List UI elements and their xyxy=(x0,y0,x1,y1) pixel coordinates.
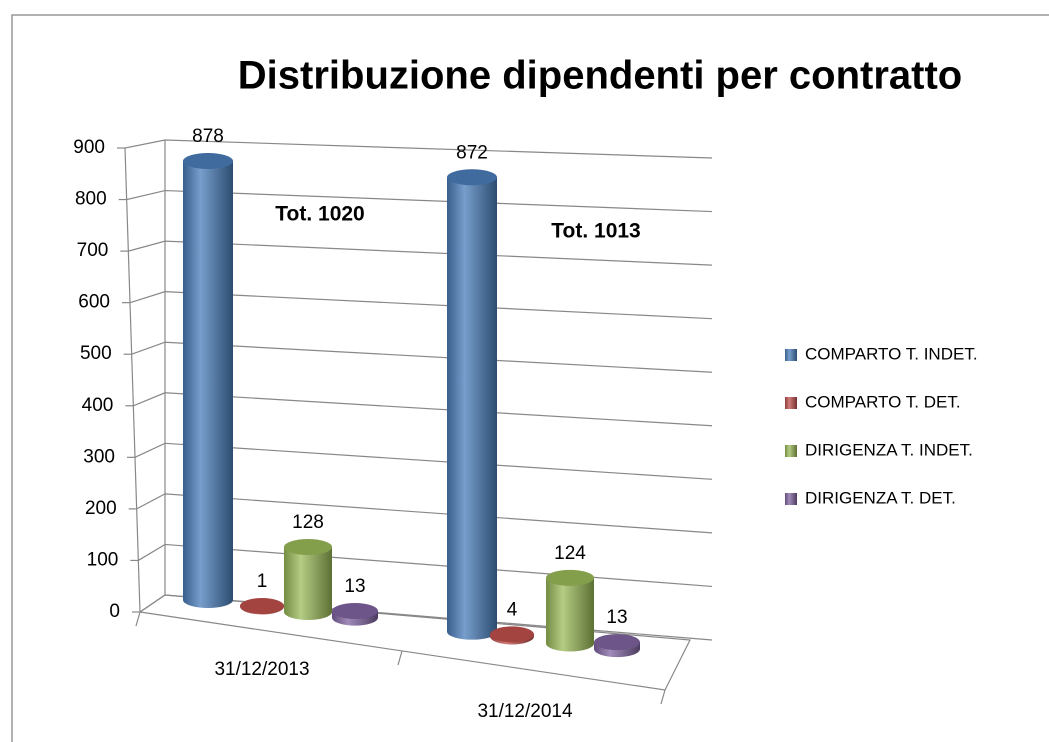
grid-line xyxy=(129,291,713,320)
grid-line xyxy=(133,392,713,427)
bar-top xyxy=(594,634,640,651)
legend-swatch xyxy=(785,445,797,457)
grid-line xyxy=(139,594,713,641)
legend-swatch xyxy=(785,397,797,409)
bar xyxy=(546,577,594,652)
y-tick-label: 300 xyxy=(83,446,115,467)
data-label: 872 xyxy=(456,142,488,163)
y-tick-label: 0 xyxy=(109,601,120,622)
bar-top xyxy=(240,597,284,614)
bar xyxy=(284,546,332,620)
x-axis-tick xyxy=(135,611,666,705)
data-label: 878 xyxy=(192,126,224,147)
bar-top xyxy=(447,169,497,186)
legend-label: COMPARTO T. INDET. xyxy=(805,344,978,363)
grid-line xyxy=(128,240,713,266)
bar-top xyxy=(490,626,534,643)
bar-top xyxy=(183,153,233,169)
y-tick-label: 100 xyxy=(87,549,119,570)
legend-swatch xyxy=(785,493,797,505)
legend-label: COMPARTO T. DET. xyxy=(805,392,961,411)
chart-title: Distribuzione dipendenti per contratto xyxy=(238,54,962,98)
data-label: 128 xyxy=(292,512,324,533)
data-label: 1 xyxy=(257,571,268,592)
legend-label: DIRIGENZA T. INDET. xyxy=(805,440,973,459)
y-tick-label: 800 xyxy=(75,189,107,210)
bar-top xyxy=(332,602,378,619)
bar xyxy=(447,177,497,640)
grid-line xyxy=(138,543,713,588)
data-label: 4 xyxy=(507,599,518,620)
bar xyxy=(183,161,233,608)
bar-top xyxy=(284,538,332,555)
annotation: Tot. 1020 xyxy=(275,203,364,226)
data-label: 13 xyxy=(344,576,365,597)
y-tick-label: 600 xyxy=(78,292,110,313)
y-tick-label: 900 xyxy=(73,137,105,158)
y-tick-label: 200 xyxy=(85,498,117,519)
bar-top xyxy=(546,569,594,586)
grid-line xyxy=(124,139,713,159)
y-tick-label: 700 xyxy=(77,240,109,261)
annotation: Tot. 1013 xyxy=(551,220,640,243)
x-tick-label: 31/12/2014 xyxy=(477,701,573,722)
y-tick-label: 400 xyxy=(82,395,114,416)
grid-line xyxy=(134,442,713,480)
grid-line xyxy=(131,341,713,373)
legend-swatch xyxy=(785,349,797,361)
legend-label: DIRIGENZA T. DET. xyxy=(805,488,956,507)
data-label: 13 xyxy=(606,607,627,628)
frame xyxy=(11,14,1049,742)
data-label: 124 xyxy=(554,543,586,564)
x-tick-label: 31/12/2013 xyxy=(214,659,309,680)
y-tick-label: 500 xyxy=(80,343,112,364)
grid-line xyxy=(126,189,713,213)
axis-wall xyxy=(124,140,166,613)
grid-line xyxy=(136,493,713,534)
